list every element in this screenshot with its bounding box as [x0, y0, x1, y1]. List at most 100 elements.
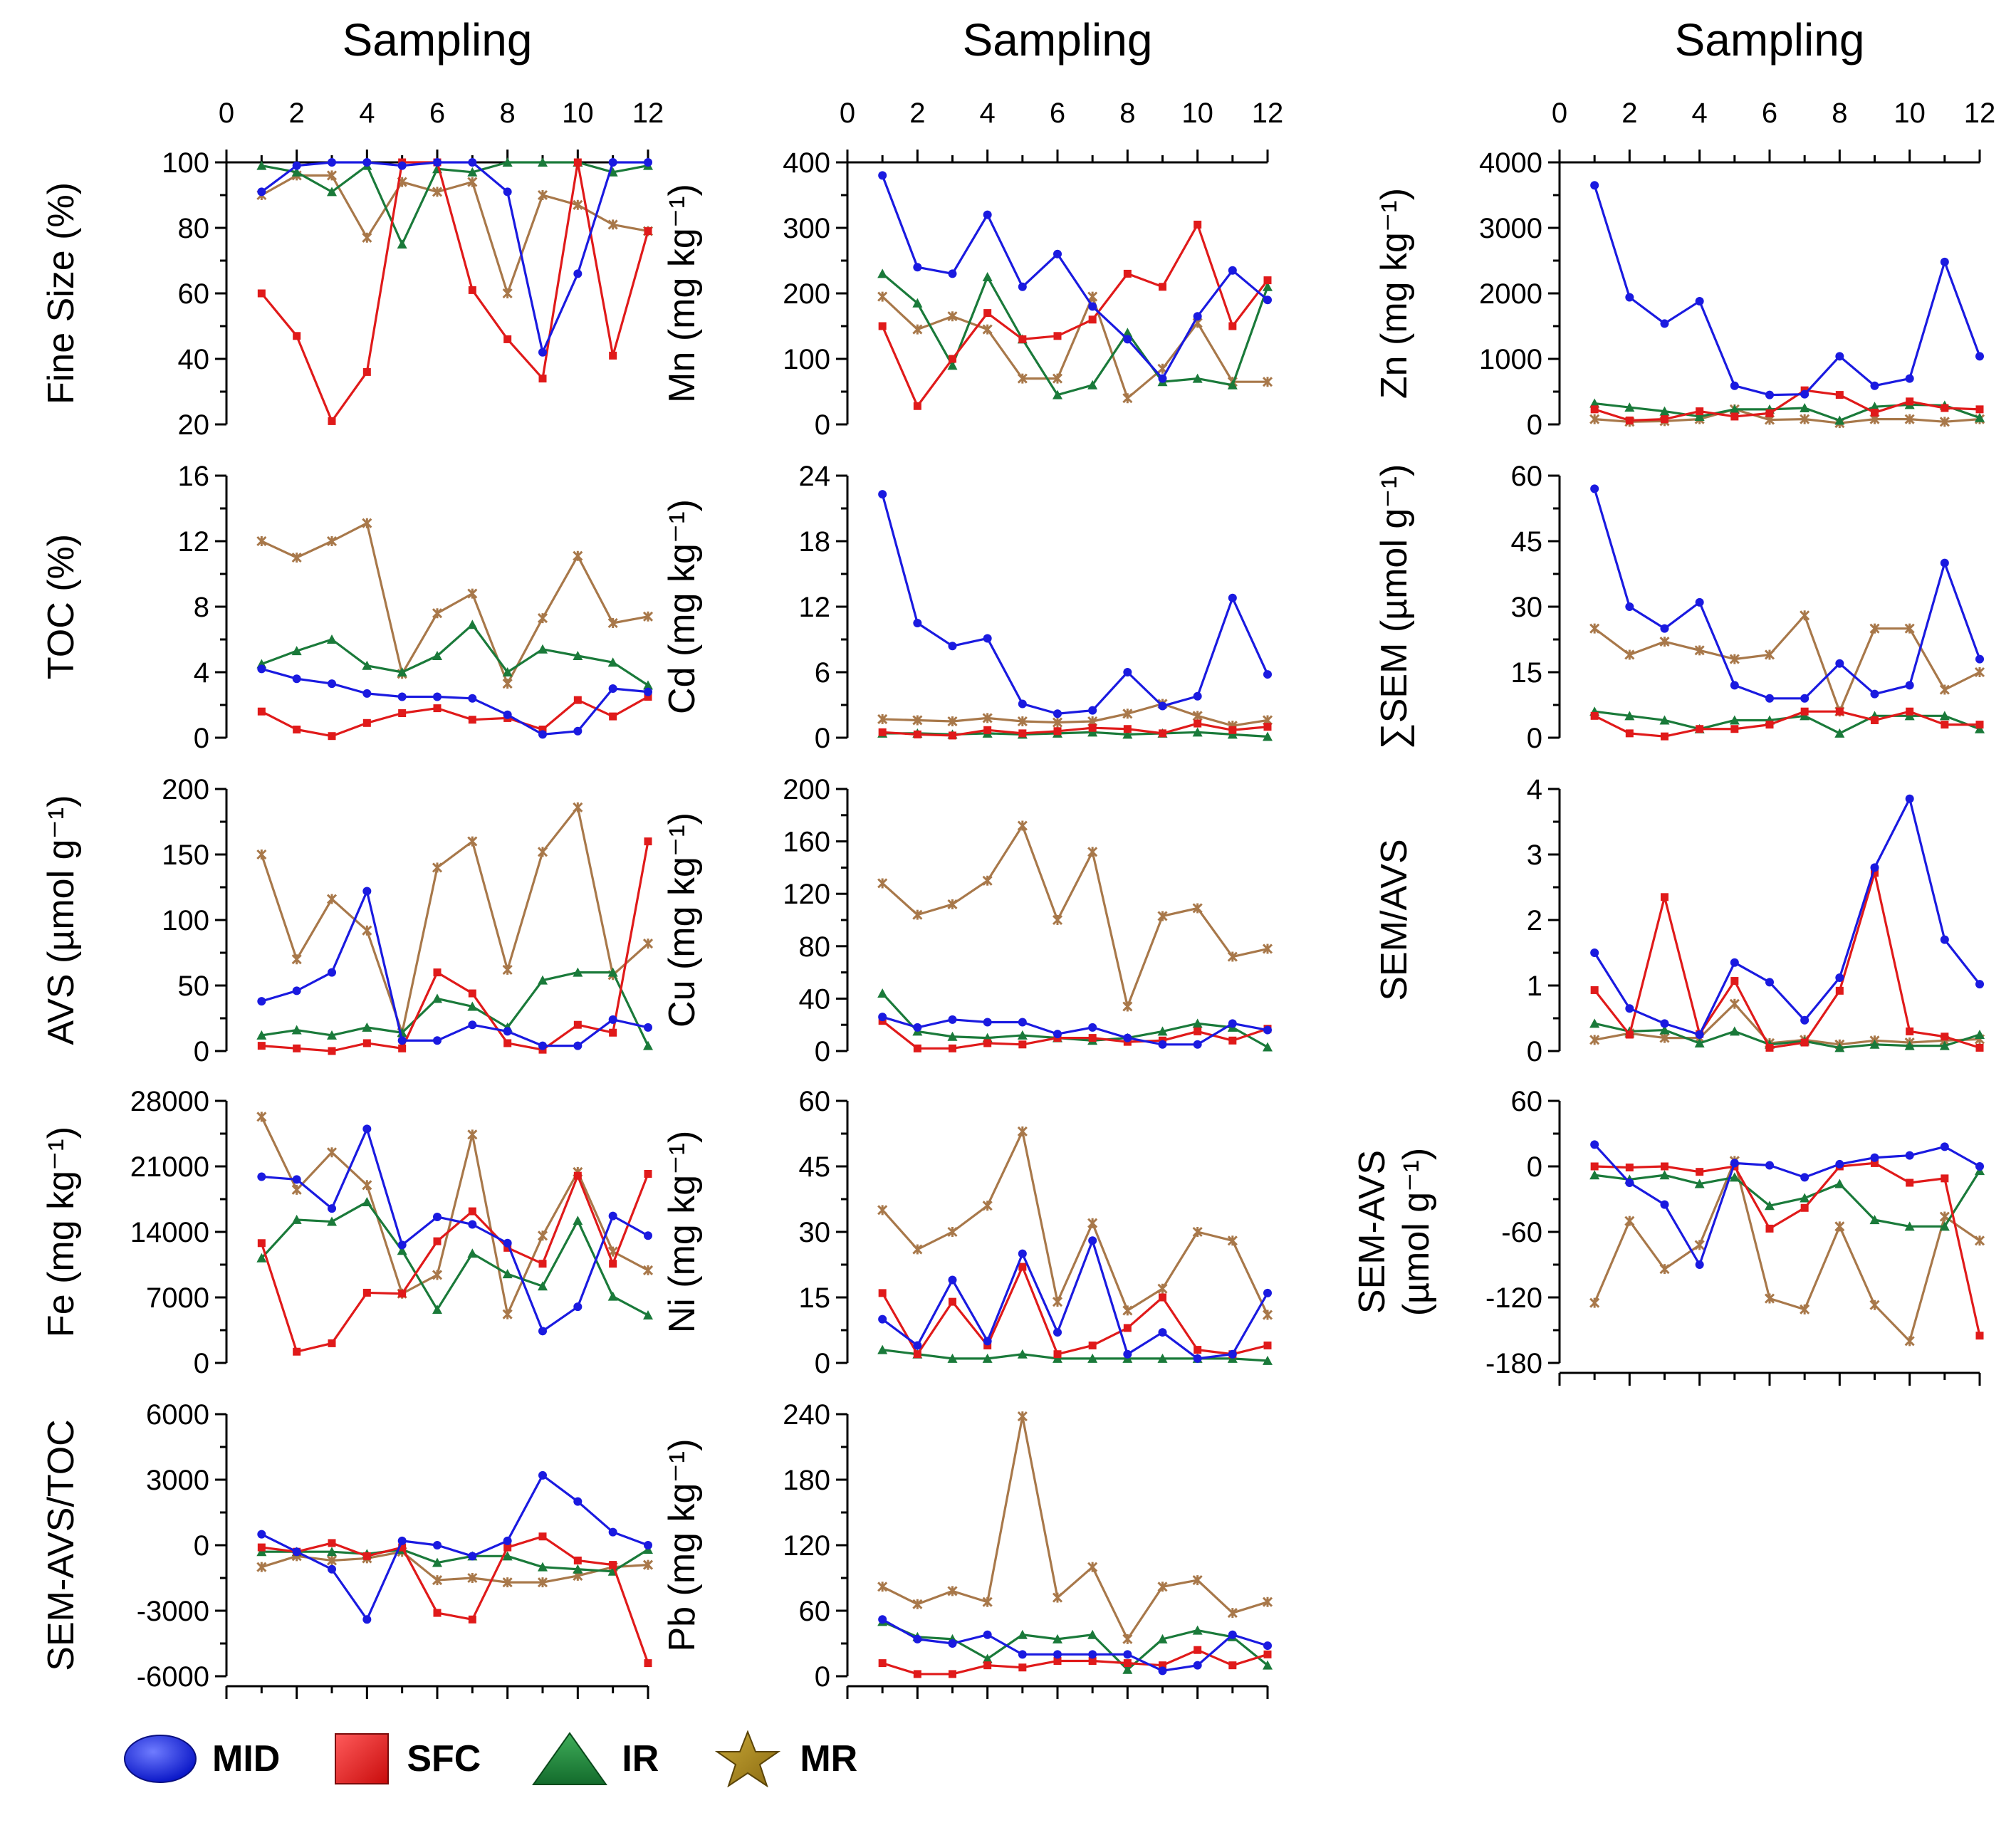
marker-ir — [1729, 404, 1740, 414]
marker-sfc — [983, 1039, 992, 1047]
marker-ir — [327, 187, 337, 197]
marker-ir — [1624, 402, 1635, 412]
x-tick-label: 8 — [1832, 98, 1847, 129]
marker-sfc — [1228, 1036, 1237, 1045]
marker-ir — [1624, 711, 1635, 721]
marker-ir — [877, 988, 888, 998]
marker-sfc — [644, 227, 652, 236]
y-tick-label-mn: 200 — [783, 278, 830, 310]
marker-mid — [362, 689, 372, 698]
marker-sfc — [1263, 1650, 1272, 1658]
marker-mid — [1228, 593, 1237, 602]
marker-mid — [1695, 1030, 1704, 1039]
marker-sfc — [1159, 1293, 1166, 1302]
marker-mr — [1974, 1235, 1985, 1246]
marker-mid — [913, 1023, 922, 1032]
y-axis-label-semminusavs: SEM-AVS — [1352, 1150, 1393, 1314]
y-tick-label-semavs: 0 — [1527, 1036, 1542, 1067]
marker-ir — [1800, 711, 1810, 721]
marker-ir — [947, 1031, 958, 1041]
y-tick-label-sumsem: 30 — [1511, 592, 1543, 623]
marker-sfc — [1765, 721, 1774, 729]
y-tick-label-pb: 120 — [783, 1530, 830, 1562]
y-tick-label-ni: 45 — [799, 1151, 831, 1183]
y-tick-label-fe: 28000 — [130, 1086, 209, 1117]
marker-mr — [1939, 1211, 1950, 1222]
marker-ir — [982, 1653, 993, 1663]
marker-sfc — [1194, 1646, 1202, 1654]
marker-sfc — [1975, 721, 1984, 729]
series-line-sfc-cu — [882, 1020, 1268, 1050]
marker-mr — [432, 862, 443, 873]
marker-mr — [573, 550, 583, 561]
y-tick-label-mn: 0 — [815, 409, 830, 441]
star-icon — [715, 1730, 781, 1787]
marker-mid — [1800, 390, 1809, 399]
marker-mid — [1228, 1349, 1237, 1359]
series-line-sfc-zn — [1594, 389, 1980, 422]
marker-mid — [1158, 701, 1167, 711]
marker-sfc — [538, 1260, 547, 1268]
marker-mid — [257, 1530, 266, 1539]
marker-mr — [1087, 1218, 1098, 1228]
series-line-sfc-semavstoc — [261, 1535, 649, 1664]
marker-mid — [257, 997, 266, 1006]
marker-ir — [1694, 411, 1705, 421]
series-line-sfc-semminusavs — [1594, 1161, 1981, 1337]
marker-mid — [1765, 390, 1774, 399]
marker-ir — [573, 651, 583, 660]
marker-mid — [257, 1172, 266, 1181]
marker-sfc — [573, 696, 582, 704]
marker-mr — [1122, 393, 1133, 404]
marker-mr — [1904, 1336, 1915, 1347]
marker-mr — [912, 1244, 923, 1255]
marker-mid — [948, 1015, 957, 1024]
marker-sfc — [328, 732, 336, 741]
marker-mid — [1263, 670, 1272, 679]
marker-mid — [573, 1302, 583, 1312]
marker-mid — [913, 1341, 922, 1350]
series-line-sfc-toc — [261, 696, 649, 738]
marker-mr — [982, 1596, 993, 1607]
x-tick-label: 8 — [1119, 98, 1135, 129]
marker-mr — [947, 311, 958, 322]
marker-mid — [397, 1536, 407, 1545]
marker-sfc — [609, 1028, 617, 1037]
marker-ir — [1017, 1349, 1028, 1359]
marker-mr — [432, 187, 443, 197]
marker-ir — [982, 1353, 993, 1363]
marker-mid — [608, 1527, 617, 1537]
marker-mr — [432, 1575, 443, 1586]
marker-sfc — [1053, 1350, 1062, 1359]
marker-mid — [1193, 1661, 1202, 1670]
marker-mr — [326, 170, 338, 181]
y-tick-label-sumsem: 15 — [1511, 657, 1543, 689]
marker-ir — [502, 667, 513, 676]
y-axis-label-ni: Ni (mg kg⁻¹) — [662, 1131, 703, 1334]
y-axis-label-fe: Fe (mg kg⁻¹) — [41, 1127, 82, 1337]
marker-mid — [1123, 1033, 1132, 1042]
marker-mr — [947, 1586, 958, 1596]
marker-mr — [982, 875, 993, 886]
x-tick-label: 2 — [289, 98, 305, 129]
marker-mid — [292, 161, 301, 170]
marker-sfc — [362, 1552, 371, 1560]
marker-mid — [397, 1036, 407, 1045]
legend-label-sfc: SFC — [407, 1738, 481, 1779]
marker-sfc — [257, 707, 266, 716]
marker-mid — [1695, 297, 1704, 306]
marker-sfc — [949, 731, 956, 740]
marker-sfc — [1194, 220, 1202, 229]
marker-mid — [1158, 1040, 1167, 1049]
marker-sfc — [983, 1341, 992, 1349]
y-tick-label-fine: 80 — [178, 213, 210, 244]
marker-ir — [397, 1245, 407, 1255]
series-line-ir-toc — [261, 623, 649, 686]
marker-ir — [1869, 1215, 1880, 1225]
series-line-ir-sumsem — [1594, 710, 1980, 735]
marker-sfc — [1765, 409, 1774, 417]
marker-mr — [912, 324, 923, 335]
marker-mr — [502, 679, 513, 689]
marker-mr — [1192, 1575, 1203, 1586]
marker-mid — [257, 187, 266, 197]
